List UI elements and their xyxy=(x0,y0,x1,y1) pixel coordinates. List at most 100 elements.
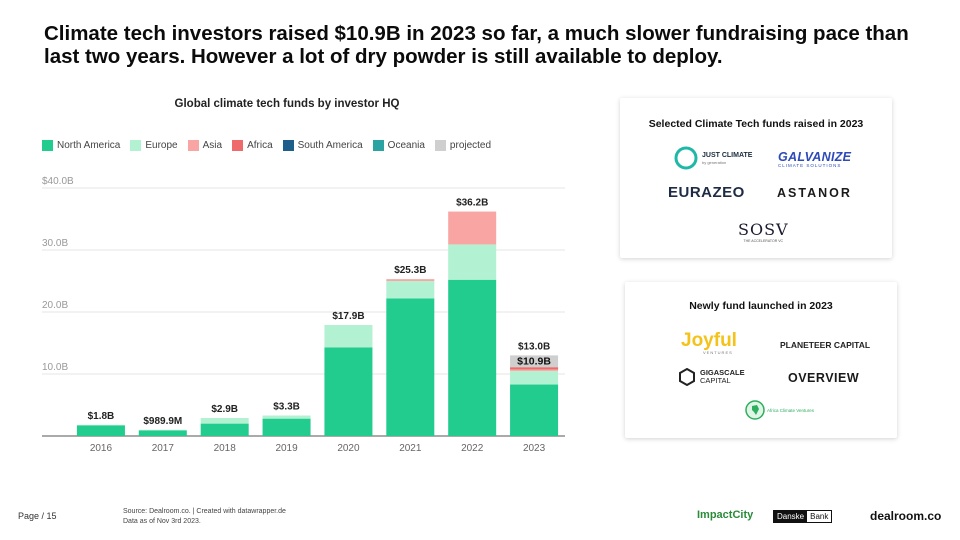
legend-swatch xyxy=(372,140,384,151)
legend-label: Africa xyxy=(247,140,273,151)
x-tick-label: 2018 xyxy=(214,443,237,454)
legend-item-projected: projected xyxy=(434,140,492,151)
gigascale-name: GIGASCALE xyxy=(700,368,745,377)
legend-label: Oceania xyxy=(387,140,425,151)
bar-segment xyxy=(386,279,435,281)
joyful-sub: VENTURES xyxy=(703,350,733,355)
annotation-label: $10.9B xyxy=(517,355,551,367)
legend-swatch xyxy=(232,140,244,151)
x-tick-label: 2023 xyxy=(523,443,546,454)
new-funds-title: Newly fund launched in 2023 xyxy=(689,300,833,312)
bar-segment xyxy=(76,425,125,436)
bar-segment xyxy=(262,418,311,436)
just-climate-sub: by generation xyxy=(702,159,727,165)
legend-item-north-america: North America xyxy=(42,140,120,151)
just-climate-logo: JUST CLIMATE by generation xyxy=(674,146,753,170)
bar-segment xyxy=(324,347,373,436)
gigascale-logo: GIGASCALE CAPITAL xyxy=(679,368,745,386)
bar-segment xyxy=(138,430,187,436)
africa-climate-ventures-icon xyxy=(745,400,765,420)
legend-item-europe: Europe xyxy=(130,140,178,151)
stacked-bar-chart: 10.0B 20.0B 30.0B $40.0B $1.8B 2016 $989.9M 201… xyxy=(42,176,565,454)
legend-swatch xyxy=(187,140,199,151)
bar-segment xyxy=(262,415,311,419)
danske-bank-logo: Danske Bank xyxy=(773,510,833,523)
x-tick-label: 2019 xyxy=(275,443,298,454)
sosv-logo: SOSV THE ACCELERATOR VC xyxy=(738,220,789,243)
joyful-logo: Joyful VENTURES xyxy=(681,330,737,355)
bar-segment xyxy=(510,370,559,385)
legend-label: Asia xyxy=(202,140,223,151)
galvanize-sub: CLIMATE SOLUTIONS xyxy=(778,163,842,168)
y-tick-label: $40.0B xyxy=(42,176,74,187)
bar-segment xyxy=(510,355,559,369)
selected-funds-title: Selected Climate Tech funds raised in 20… xyxy=(648,118,864,130)
bar-segment xyxy=(448,211,497,245)
bar-segment xyxy=(386,281,435,299)
bar-segment xyxy=(76,424,125,426)
danske-bank-logo-part-b: Bank xyxy=(810,512,829,521)
africa-climate-ventures-name: Africa Climate Ventures xyxy=(767,407,815,413)
legend-item-south-america: South America xyxy=(282,140,363,151)
chart-legend: North America Europe Asia Africa South A… xyxy=(42,140,491,151)
impactcity-logo: ImpactCity xyxy=(697,509,754,521)
bar-total-label: $17.9B xyxy=(332,311,364,322)
headline: Climate tech investors raised $10.9B in … xyxy=(44,22,909,68)
bar-total-label: $36.2B xyxy=(456,198,488,209)
y-tick-label: 30.0B xyxy=(42,238,68,249)
sosv-sub: THE ACCELERATOR VC xyxy=(743,239,784,243)
legend-swatch xyxy=(282,140,294,151)
footer-date-line: Data as of Nov 3rd 2023. xyxy=(123,518,201,525)
legend-label: projected xyxy=(449,140,492,151)
galvanize-name: GALVANIZE xyxy=(778,150,852,164)
bar-segment xyxy=(324,325,373,348)
planeteer-capital-logo: PLANETEER CAPITAL xyxy=(780,340,871,350)
joyful-name: Joyful xyxy=(681,330,737,351)
danske-bank-logo-part-a: Danske xyxy=(774,511,808,522)
dealroom-logo: dealroom.co xyxy=(870,509,942,523)
astanor-logo: ASTANOR xyxy=(777,186,852,200)
legend-swatch xyxy=(130,140,142,151)
chart-title: Global climate tech funds by investor HQ xyxy=(174,98,400,110)
overview-logo: OVERVIEW xyxy=(788,371,860,385)
bar-segment xyxy=(448,279,497,436)
legend-item-africa: Africa xyxy=(232,140,273,151)
selected-funds-card: Selected Climate Tech funds raised in 20… xyxy=(620,98,892,258)
legend-swatch xyxy=(42,140,53,151)
new-funds-card: Newly fund launched in 2023 Joyful VENTU… xyxy=(625,282,897,438)
bar-total-label: $13.0B xyxy=(518,341,550,352)
bar-total-label: $2.9B xyxy=(211,404,238,415)
africa-climate-ventures-logo: Africa Climate Ventures xyxy=(745,400,815,420)
legend-label: South America xyxy=(297,140,363,151)
legend-label: North America xyxy=(57,140,121,151)
galvanize-logo: GALVANIZE CLIMATE SOLUTIONS xyxy=(778,150,851,168)
bar-segment xyxy=(386,298,435,436)
bar-total-label: $989.9M xyxy=(143,416,182,427)
eurazeo-logo: EURAZEO xyxy=(668,184,745,201)
page-number: Page / 15 xyxy=(18,511,57,521)
bar-total-label: $1.8B xyxy=(88,411,115,422)
y-tick-label: 10.0B xyxy=(42,362,68,373)
legend-item-oceania: Oceania xyxy=(372,140,425,151)
just-climate-ring-icon xyxy=(674,146,698,170)
legend-swatch xyxy=(434,140,446,151)
bar-segment xyxy=(448,244,497,280)
bar-segment xyxy=(510,368,559,371)
bar-segment xyxy=(200,418,249,424)
legend-label: Europe xyxy=(145,140,178,151)
bar-total-label: $25.3B xyxy=(394,265,426,276)
gigascale-hexagon-icon xyxy=(679,368,695,386)
sosv-name: SOSV xyxy=(738,220,789,239)
y-tick-label: 20.0B xyxy=(42,300,68,311)
bar-total-label: $3.3B xyxy=(273,402,300,413)
x-tick-label: 2022 xyxy=(461,443,484,454)
bar-segment xyxy=(138,429,187,431)
bar-segment xyxy=(200,423,249,436)
legend-item-asia: Asia xyxy=(187,140,223,151)
x-tick-label: 2021 xyxy=(399,443,422,454)
just-climate-name: JUST CLIMATE xyxy=(702,151,753,159)
bar-segment xyxy=(510,384,559,436)
footer-source-line: Source: Dealroom.co. | Created with data… xyxy=(123,508,286,515)
gigascale-sub: CAPITAL xyxy=(700,376,731,385)
x-tick-label: 2017 xyxy=(152,443,175,454)
